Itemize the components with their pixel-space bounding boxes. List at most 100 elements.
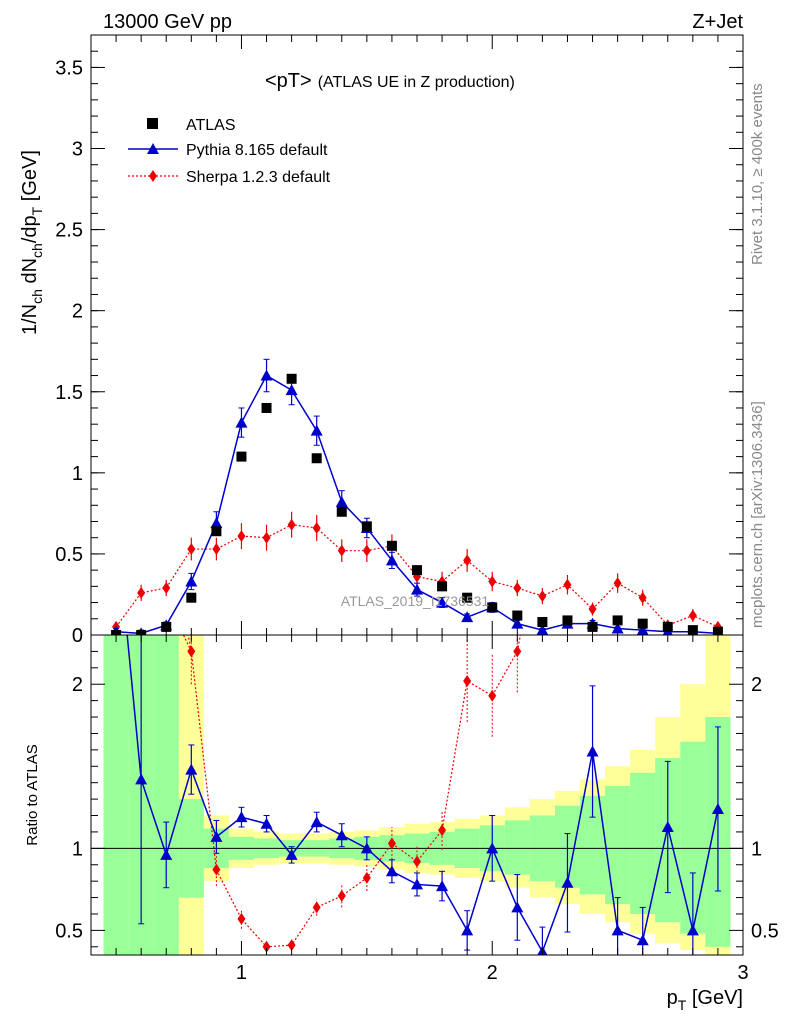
ratio-ytick-label-right: 1 bbox=[751, 838, 762, 860]
sherpa-ratio-point bbox=[262, 940, 271, 953]
sherpa-point bbox=[287, 518, 296, 531]
atlas-point bbox=[336, 506, 347, 517]
legend-label-atlas: ATLAS bbox=[186, 117, 236, 134]
atlas-point bbox=[186, 592, 197, 603]
pythia-ratio-offscale-segment bbox=[126, 635, 142, 780]
main-ytick-label: 0.5 bbox=[55, 544, 83, 566]
pythia-ratio-point bbox=[235, 811, 248, 823]
ylabel-sub3: T bbox=[29, 206, 45, 215]
mcplots-label: mcplots.cern.ch [arXiv:1306.3436] bbox=[749, 401, 766, 628]
atlas-point bbox=[662, 621, 673, 632]
pythia-ratio-point bbox=[636, 934, 649, 946]
sherpa-point bbox=[588, 603, 597, 616]
main-ytick-label: 1.5 bbox=[55, 382, 83, 404]
pythia-point bbox=[536, 624, 549, 635]
sherpa-point bbox=[463, 554, 472, 567]
xlabel-part-tail: [GeV] bbox=[686, 987, 743, 1009]
ratio-y-axis-label: Ratio to ATLAS bbox=[24, 744, 41, 845]
sherpa-ratio-point bbox=[362, 871, 371, 884]
sherpa-ratio-point bbox=[312, 901, 321, 914]
pythia-point bbox=[411, 583, 423, 595]
rivet-label: Rivet 3.1.10, ≥ 400k events bbox=[749, 83, 766, 265]
atlas-point bbox=[111, 630, 122, 635]
ylabel-part-mid2: /dp bbox=[19, 215, 41, 243]
atlas-point bbox=[236, 451, 247, 462]
sherpa-point bbox=[513, 581, 522, 594]
atlas-point bbox=[161, 621, 172, 632]
sherpa-ratio-point bbox=[488, 689, 497, 702]
pythia-point bbox=[636, 624, 649, 635]
sherpa-ratio-point bbox=[287, 939, 296, 952]
ylabel-part-mid: dN bbox=[19, 258, 41, 289]
pythia-point bbox=[335, 496, 348, 508]
main-ytick-label: 1 bbox=[72, 463, 83, 485]
pythia-point bbox=[285, 384, 298, 396]
pythia-point bbox=[611, 622, 624, 634]
ratio-panel: 0.5 0.5 1 1 2 2 1 2 3 bbox=[55, 634, 779, 984]
atlas-point bbox=[637, 618, 648, 629]
sherpa-point bbox=[212, 543, 221, 556]
pythia-ratio-point bbox=[185, 763, 198, 775]
pythia-point bbox=[385, 554, 398, 566]
main-ytick-label: 2 bbox=[72, 301, 83, 323]
stat-uncertainty-band bbox=[605, 785, 631, 905]
sherpa-point bbox=[312, 521, 321, 534]
sherpa-point bbox=[613, 577, 622, 590]
legend-marker-pythia bbox=[147, 143, 159, 154]
pythia-point bbox=[511, 617, 524, 629]
sherpa-point bbox=[362, 544, 371, 557]
sherpa-ratio-point bbox=[337, 889, 346, 902]
main-ytick-label: 3.5 bbox=[55, 57, 83, 79]
sherpa-point bbox=[162, 581, 171, 594]
atlas-point bbox=[712, 626, 723, 635]
atlas-point bbox=[687, 625, 698, 635]
pythia-ratio-point bbox=[360, 842, 373, 854]
legend-label-sherpa: Sherpa 1.2.3 default bbox=[186, 169, 331, 186]
stat-uncertainty-band bbox=[103, 635, 129, 955]
pythia-ratio-point bbox=[411, 878, 423, 890]
atlas-point bbox=[261, 402, 272, 413]
atlas-point bbox=[487, 602, 498, 613]
sherpa-point bbox=[488, 575, 497, 588]
sherpa-ratio-point bbox=[187, 645, 196, 658]
sherpa-ratio-point bbox=[513, 645, 522, 658]
ylabel-sub1: ch bbox=[29, 289, 45, 304]
sherpa-point bbox=[262, 531, 271, 544]
sherpa-point bbox=[538, 590, 547, 603]
ylabel-part-main: 1/N bbox=[19, 304, 41, 335]
sherpa-ratio-point bbox=[413, 855, 421, 868]
atlas-point bbox=[437, 581, 448, 592]
x-axis-label: pT [GeV] bbox=[667, 987, 743, 1013]
process-label: Z+Jet bbox=[692, 11, 743, 33]
pythia-point bbox=[185, 575, 198, 587]
atlas-point bbox=[537, 617, 548, 628]
xlabel-sub: T bbox=[678, 997, 687, 1013]
legend-marker-atlas bbox=[147, 118, 158, 129]
pythia-point bbox=[310, 424, 323, 436]
pythia-point bbox=[235, 416, 248, 428]
pythia-ratio-point bbox=[461, 924, 474, 936]
pythia-ratio-point bbox=[586, 745, 599, 757]
sherpa-ratio-point bbox=[463, 674, 472, 687]
plot-title-main: <pT> bbox=[265, 70, 312, 92]
main-y-axis-label: 1/Nch dNch/dpT [GeV] bbox=[19, 150, 45, 335]
energy-label: 13000 GeV pp bbox=[103, 11, 232, 33]
total-uncertainty-band bbox=[178, 635, 204, 955]
pythia-ratio-point bbox=[285, 848, 298, 860]
ylabel-sub2: ch bbox=[29, 243, 45, 258]
pythia-point bbox=[461, 611, 474, 623]
pythia-ratio-point bbox=[135, 773, 148, 785]
atlas-point bbox=[361, 521, 372, 532]
xlabel-part-main: p bbox=[667, 987, 678, 1009]
sherpa-point bbox=[237, 530, 246, 543]
sherpa-point bbox=[563, 578, 572, 591]
stat-uncertainty-band bbox=[630, 772, 656, 914]
sherpa-point bbox=[187, 543, 196, 556]
plot-subtitle: (ATLAS UE in Z production) bbox=[318, 74, 515, 91]
atlas-point bbox=[612, 615, 623, 626]
sherpa-ratio-point bbox=[438, 824, 447, 837]
main-ytick-label: 0 bbox=[72, 625, 83, 647]
sherpa-ratio-point bbox=[237, 912, 246, 925]
main-data-group bbox=[111, 358, 723, 635]
